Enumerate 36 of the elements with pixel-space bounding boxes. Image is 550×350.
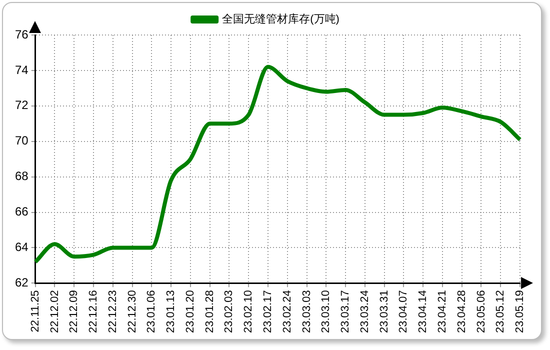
x-tick-label: 23.03.10	[320, 290, 332, 334]
x-tick-label: 23.02.03	[223, 290, 236, 334]
x-tick-label: 23.03.31	[378, 290, 390, 334]
legend-label: 全国无缝管材库存(万吨)	[222, 12, 340, 26]
x-tick-label: 22.11.25	[29, 290, 42, 332]
y-tick-label: 70	[14, 134, 29, 148]
x-tick-label: 23.02.10	[242, 290, 255, 334]
y-tick-label: 62	[14, 275, 29, 290]
x-tick-label: 23.04.21	[436, 290, 448, 334]
x-tick-label: 23.01.28	[204, 290, 216, 334]
x-tick-label: 23.04.14	[417, 290, 430, 334]
x-tick-label: 23.04.07	[398, 290, 410, 334]
y-tick-label: 72	[14, 98, 29, 112]
x-tick-label: 22.12.09	[68, 290, 80, 334]
x-tick-label: 23.01.20	[184, 290, 196, 334]
x-tick-label: 22.12.23	[106, 290, 119, 334]
x-tick-label: 22.12.02	[48, 290, 61, 334]
x-tick-label: 22.12.16	[88, 290, 100, 334]
line-series	[33, 64, 522, 264]
x-tick-label: 23.01.06	[146, 290, 158, 334]
x-tick-label: 23.04.28	[456, 290, 468, 334]
x-tick-label: 23.03.03	[300, 290, 313, 334]
y-tick-label: 76	[14, 27, 29, 42]
x-tick-label: 23.02.24	[281, 290, 294, 334]
x-tick-label: 23.02.17	[262, 290, 274, 334]
y-tick-label: 66	[14, 204, 29, 219]
y-tick-label: 74	[14, 62, 29, 77]
x-tick-label: 23.03.17	[340, 290, 352, 334]
x-tick-label: 23.03.24	[358, 290, 371, 334]
x-tick-label: 23.05.19	[514, 290, 526, 334]
x-tick-label: 23.05.12	[494, 290, 507, 334]
y-tick-label: 68	[14, 169, 29, 184]
x-tick-label: 23.01.13	[165, 290, 178, 334]
x-tick-label: 22.12.30	[126, 290, 138, 334]
y-tick-label: 64	[14, 240, 29, 254]
x-tick-label: 23.05.06	[475, 290, 488, 334]
